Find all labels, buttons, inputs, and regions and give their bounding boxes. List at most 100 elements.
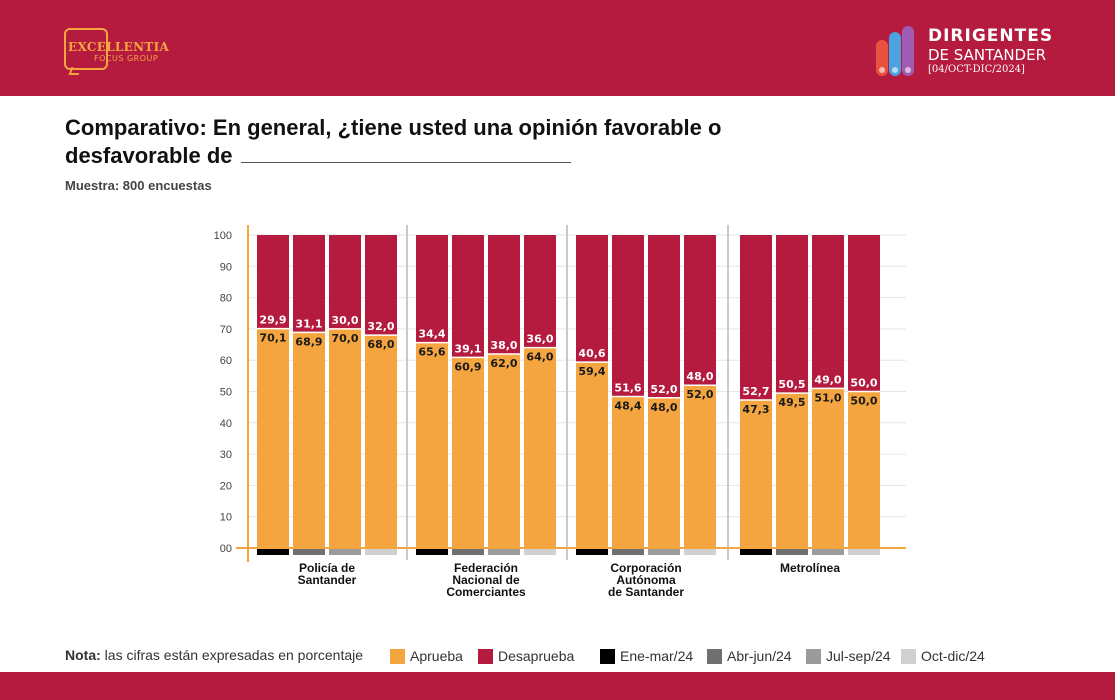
- x-category-label: Federación: [454, 561, 518, 575]
- bar-aprueba: [612, 396, 644, 548]
- y-tick-label: 100: [214, 230, 232, 242]
- data-label-aprueba: 68,9: [295, 335, 322, 348]
- period-marker: [848, 549, 880, 555]
- period-marker: [612, 549, 644, 555]
- data-label-desaprueba: 52,7: [742, 385, 769, 398]
- period-marker: [416, 549, 448, 555]
- logo-brand-name: EXCELLENTIA: [68, 40, 170, 54]
- legend-item-desaprueba: Desaprueba: [478, 648, 574, 664]
- bar-desaprueba: [648, 235, 680, 398]
- data-label-aprueba: 52,0: [686, 388, 713, 401]
- data-label-desaprueba: 32,0: [367, 320, 394, 333]
- y-tick-label: 30: [220, 449, 232, 461]
- data-label-desaprueba: 34,4: [418, 328, 445, 341]
- bar-desaprueba: [612, 235, 644, 397]
- legend-swatch-desaprueba: [478, 648, 493, 664]
- title-blank-line: [240, 143, 571, 163]
- legend-label-oct-dic: Oct-dic/24: [921, 648, 985, 664]
- bar-aprueba: [848, 391, 880, 548]
- legend-item-ene-mar: Ene-mar/24: [600, 648, 693, 664]
- chart-title-text: Comparativo: En general, ¿tiene usted un…: [65, 115, 722, 168]
- data-label-aprueba: 50,0: [850, 395, 877, 408]
- bar-desaprueba: [452, 235, 484, 358]
- bar-aprueba: [365, 335, 397, 548]
- legend-item-jul-sep: Jul-sep/24: [806, 648, 891, 664]
- y-tick-label: 90: [220, 261, 232, 273]
- speech-bubble-icon: [64, 28, 108, 70]
- x-category-label: Santander: [298, 573, 357, 587]
- legend-label-jul-sep: Jul-sep/24: [826, 648, 891, 664]
- bar-aprueba: [329, 328, 361, 548]
- bar-desaprueba: [488, 235, 520, 354]
- data-label-aprueba: 65,6: [418, 346, 445, 359]
- logo-title-line1: DIRIGENTES: [928, 26, 1054, 46]
- data-label-desaprueba: 29,9: [259, 314, 286, 327]
- header-band: [0, 0, 1115, 96]
- period-marker: [257, 549, 289, 555]
- x-category-label: Metrolínea: [780, 561, 840, 575]
- chart-title: Comparativo: En general, ¿tiene usted un…: [65, 114, 825, 170]
- bar-aprueba: [257, 328, 289, 548]
- data-label-desaprueba: 39,1: [454, 342, 481, 355]
- excellentia-logo: EXCELLENTIA FOCUS GROUP: [64, 28, 169, 78]
- period-marker: [365, 549, 397, 555]
- bar-desaprueba: [740, 235, 772, 400]
- data-label-desaprueba: 50,0: [850, 377, 877, 390]
- bar-desaprueba: [848, 235, 880, 392]
- data-label-aprueba: 70,1: [259, 332, 286, 345]
- footer-band: [0, 672, 1115, 700]
- bar-aprueba: [576, 362, 608, 548]
- data-label-aprueba: 49,5: [778, 396, 805, 409]
- dirigentes-logo: DIRIGENTES DE SANTANDER [04/OCT-DIC/2024…: [874, 22, 1074, 82]
- data-label-desaprueba: 38,0: [490, 339, 517, 352]
- period-marker: [740, 549, 772, 555]
- bar-desaprueba: [576, 235, 608, 363]
- colored-bars-icon: [876, 26, 914, 76]
- data-label-desaprueba: 40,6: [578, 347, 605, 360]
- data-label-aprueba: 47,3: [742, 403, 769, 416]
- x-category-label: Comerciantes: [446, 585, 526, 599]
- bar-aprueba: [293, 332, 325, 548]
- x-category-label: Corporación: [610, 561, 681, 575]
- legend-swatch-aprueba: [390, 648, 405, 664]
- legend-label-desaprueba: Desaprueba: [498, 648, 575, 664]
- legend-swatch-oct-dic: [901, 648, 916, 664]
- legend-item-abr-jun: Abr-jun/24: [707, 648, 792, 664]
- bar-desaprueba: [812, 235, 844, 389]
- x-category-label: Nacional de: [452, 573, 520, 587]
- footnote: Nota: las cifras están expresadas en por…: [65, 647, 363, 663]
- data-label-desaprueba: 31,1: [295, 317, 322, 330]
- period-marker: [684, 549, 716, 555]
- legend-label-ene-mar: Ene-mar/24: [620, 648, 694, 664]
- bar-desaprueba: [329, 235, 361, 329]
- data-label-aprueba: 68,0: [367, 338, 394, 351]
- bar-aprueba: [812, 388, 844, 548]
- period-marker: [329, 549, 361, 555]
- legend-label-abr-jun: Abr-jun/24: [727, 648, 792, 664]
- bar-desaprueba: [293, 235, 325, 333]
- period-marker: [576, 549, 608, 555]
- data-label-aprueba: 64,0: [526, 351, 553, 364]
- bar-desaprueba: [416, 235, 448, 343]
- data-label-desaprueba: 51,6: [614, 382, 641, 395]
- period-marker: [488, 549, 520, 555]
- data-label-aprueba: 59,4: [578, 365, 605, 378]
- y-tick-label: 80: [220, 293, 232, 305]
- bar-aprueba: [648, 397, 680, 548]
- bar-aprueba: [452, 357, 484, 548]
- bar-aprueba: [524, 347, 556, 548]
- data-label-desaprueba: 48,0: [686, 370, 713, 383]
- bar-aprueba: [684, 385, 716, 548]
- data-label-desaprueba: 50,5: [778, 378, 805, 391]
- data-label-aprueba: 62,0: [490, 357, 517, 370]
- y-tick-label: 40: [220, 418, 232, 430]
- x-category-label: de Santander: [608, 585, 684, 599]
- data-label-aprueba: 51,0: [814, 391, 841, 404]
- logo-title-line2: DE SANTANDER: [928, 46, 1047, 64]
- y-tick-label: 10: [220, 512, 232, 524]
- footnote-text: las cifras están expresadas en porcentaj…: [104, 647, 364, 663]
- legend-swatch-ene-mar: [600, 648, 615, 664]
- y-tick-label: 00: [220, 543, 232, 555]
- data-label-desaprueba: 52,0: [650, 383, 677, 396]
- bar-aprueba: [740, 399, 772, 548]
